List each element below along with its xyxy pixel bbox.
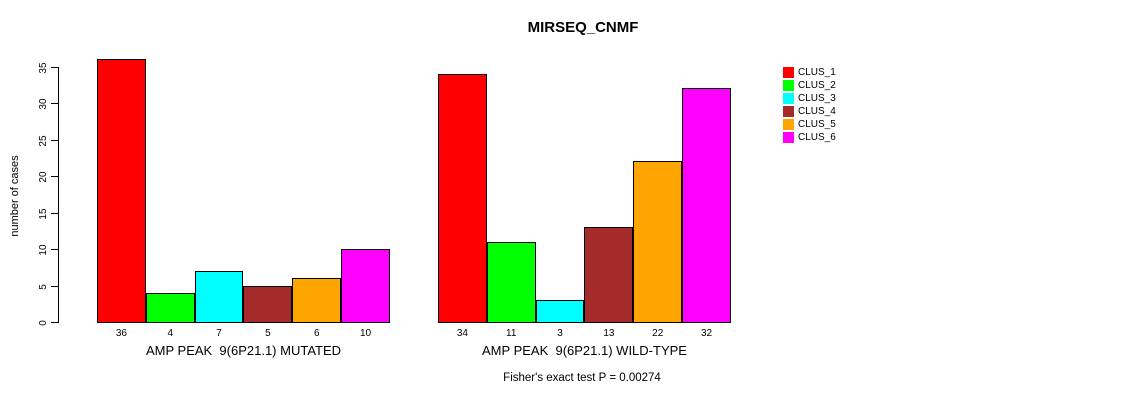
legend-label: CLUS_4	[798, 106, 836, 117]
legend-item-CLUS_5: CLUS_5	[783, 119, 853, 132]
y-tick	[51, 176, 58, 177]
legend-swatch-CLUS_5	[783, 119, 794, 130]
bar-value-label: 5	[265, 328, 271, 339]
bar-CLUS_4	[243, 285, 293, 323]
y-tick	[51, 285, 58, 287]
bar-CLUS_2	[145, 292, 195, 323]
bar-CLUS_5	[292, 278, 342, 323]
legend-item-CLUS_3: CLUS_3	[783, 93, 853, 106]
legend-swatch-CLUS_2	[783, 80, 794, 91]
bar-CLUS_4	[584, 227, 634, 323]
bar-value-label: 34	[456, 328, 468, 339]
bar-CLUS_5	[633, 161, 683, 323]
legend-item-CLUS_1: CLUS_1	[783, 67, 853, 80]
legend-label: CLUS_5	[798, 119, 836, 130]
legend-label: CLUS_6	[798, 132, 836, 143]
bar-value-label: 36	[115, 328, 127, 339]
y-tick	[51, 249, 58, 250]
bar-value-label: 10	[359, 328, 372, 339]
y-axis-line	[58, 66, 59, 323]
bar-CLUS_1	[97, 59, 146, 323]
bar-value-label: 6	[313, 328, 320, 339]
legend-label: CLUS_2	[798, 80, 836, 91]
bar-value-label: 3	[557, 328, 563, 339]
bar-value-label: 22	[652, 328, 664, 339]
y-tick	[51, 212, 58, 214]
y-tick	[51, 66, 58, 68]
y-tick	[51, 322, 58, 323]
legend-item-CLUS_2: CLUS_2	[783, 80, 853, 93]
legend-label: CLUS_1	[798, 67, 836, 78]
bar-CLUS_1	[438, 73, 487, 323]
plot-title: MIRSEQ_CNMF	[527, 19, 639, 36]
legend-swatch-CLUS_1	[783, 67, 794, 78]
bar-CLUS_6	[341, 249, 390, 323]
bar-CLUS_3	[194, 270, 244, 323]
y-tick	[51, 103, 58, 104]
bar-CLUS_2	[486, 241, 536, 323]
legend-item-CLUS_6: CLUS_6	[783, 132, 853, 145]
bar-CLUS_3	[535, 300, 585, 323]
legend-swatch-CLUS_6	[783, 132, 794, 143]
legend-label: CLUS_3	[798, 93, 836, 104]
legend-swatch-CLUS_4	[783, 106, 794, 117]
group-label-wildtype: AMP PEAK 9(6P21.1) WILD-TYPE	[482, 343, 687, 358]
group-label-mutated: AMP PEAK 9(6P21.1) MUTATED	[145, 343, 342, 358]
bar-value-label: 7	[216, 328, 222, 339]
legend-item-CLUS_4: CLUS_4	[783, 106, 853, 119]
y-tick	[51, 139, 58, 141]
bar-value-label: 32	[700, 328, 713, 339]
bar-CLUS_6	[682, 88, 731, 323]
legend-swatch-CLUS_3	[783, 93, 794, 104]
bar-value-label: 11	[506, 328, 517, 339]
bar-value-label: 4	[167, 328, 174, 339]
bar-value-label: 13	[603, 328, 615, 339]
fisher-test-annotation: Fisher's exact test P = 0.00274	[503, 372, 661, 384]
